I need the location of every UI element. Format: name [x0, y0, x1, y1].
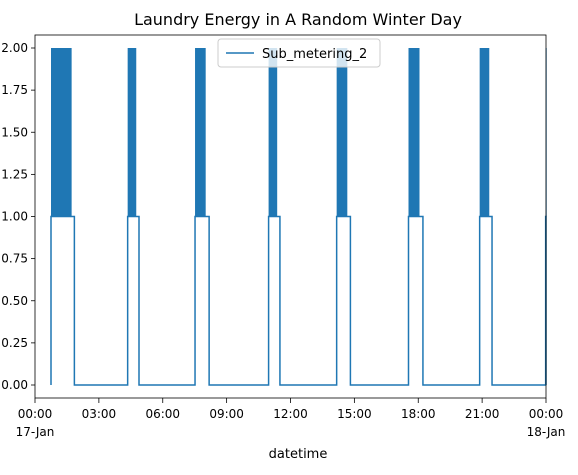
legend-label: Sub_metering_2: [262, 47, 367, 62]
x-tick-date-label: 18-Jan: [527, 425, 566, 439]
y-tick-label: 0.75: [1, 252, 28, 266]
y-tick-label: 0.25: [1, 336, 28, 350]
y-tick-label: 2.00: [1, 41, 28, 55]
x-tick-label: 06:00: [145, 407, 180, 421]
series-step-line: [50, 215, 547, 386]
x-tick-label: 18:00: [401, 407, 436, 421]
legend-box: [217, 38, 381, 68]
plot-frame: [34, 34, 547, 399]
chart-title: Laundry Energy in A Random Winter Day: [134, 10, 462, 29]
x-axis-label: datetime: [269, 447, 328, 462]
y-tick-label: 1.50: [1, 125, 28, 139]
y-tick-label: 0.50: [1, 294, 28, 308]
x-tick-label: 03:00: [82, 407, 117, 421]
oscillation-block: [336, 48, 348, 217]
oscillation-block: [268, 48, 278, 217]
y-axis: 0.00 0.25 0.50 0.75 1.00 1.25 1.50 1.75 2.00: [1, 41, 35, 392]
series-line: [50, 48, 547, 386]
x-tick-date-label: 17-Jan: [16, 425, 55, 439]
y-tick-label: 1.00: [1, 210, 28, 224]
plot-area: [50, 48, 547, 386]
y-tick-label: 1.75: [1, 83, 28, 97]
x-tick-label: 12:00: [273, 407, 308, 421]
oscillation-block: [195, 48, 206, 217]
oscillation-block: [479, 48, 490, 217]
x-tick-label: 09:00: [209, 407, 244, 421]
oscillation-block: [51, 48, 72, 217]
x-axis: 00:00 17-Jan 03:00 06:00 09:00 12:00 15:00 18:0…: [16, 398, 566, 439]
y-tick-label: 0.00: [1, 378, 28, 392]
x-tick-label: 15:00: [337, 407, 372, 421]
x-tick-label: 00:00: [529, 407, 564, 421]
x-tick-label: 21:00: [465, 407, 500, 421]
oscillation-block: [408, 48, 420, 217]
legend: Sub_metering_2: [217, 38, 381, 68]
x-tick-label: 00:00: [18, 407, 53, 421]
oscillation-block: [127, 48, 137, 217]
y-tick-label: 1.25: [1, 167, 28, 181]
